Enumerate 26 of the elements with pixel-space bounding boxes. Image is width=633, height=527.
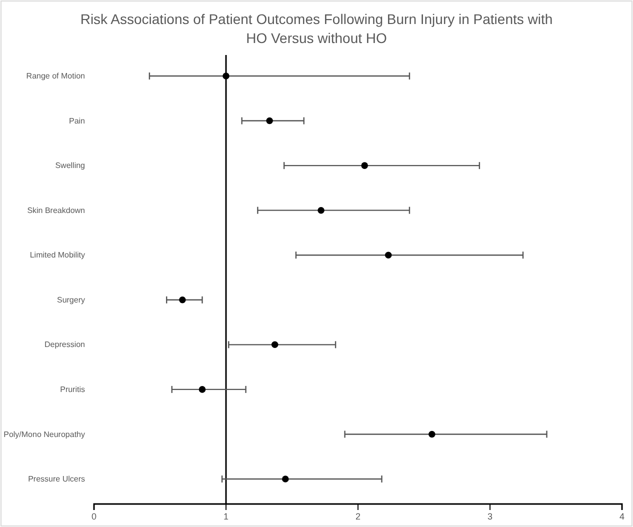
y-tick-label: Swelling <box>55 161 85 170</box>
x-tick-label: 3 <box>487 511 493 522</box>
y-tick-label: Poly/Mono Neuropathy <box>4 430 85 439</box>
x-tick-label: 1 <box>223 511 229 522</box>
x-tick-label: 0 <box>91 511 97 522</box>
y-tick-label: Surgery <box>56 295 85 304</box>
point <box>271 341 278 348</box>
y-tick-label: Range of Motion <box>26 72 85 81</box>
y-tick-label: Pruritis <box>60 385 85 394</box>
point <box>179 296 186 304</box>
point <box>384 252 392 258</box>
y-tick-label: Limited Mobility <box>30 250 85 260</box>
y-tick-label: Pain <box>68 116 85 126</box>
point <box>266 117 273 124</box>
y-tick-label: Pressure Ulcers <box>28 474 85 484</box>
x-tick-label: 4 <box>619 511 625 522</box>
chart-title: Risk Associations of Patient Outcomes Following Burn Injury in Patients with HO Versus without HO <box>80 11 553 46</box>
point <box>428 430 436 438</box>
y-tick-label: Skin Breakdown <box>27 206 85 215</box>
point <box>318 206 324 214</box>
y-tick-label: Depression <box>44 340 85 350</box>
point <box>361 162 368 169</box>
point <box>222 72 230 80</box>
point <box>198 386 206 393</box>
point <box>282 476 289 482</box>
x-tick-label: 2 <box>355 511 361 522</box>
